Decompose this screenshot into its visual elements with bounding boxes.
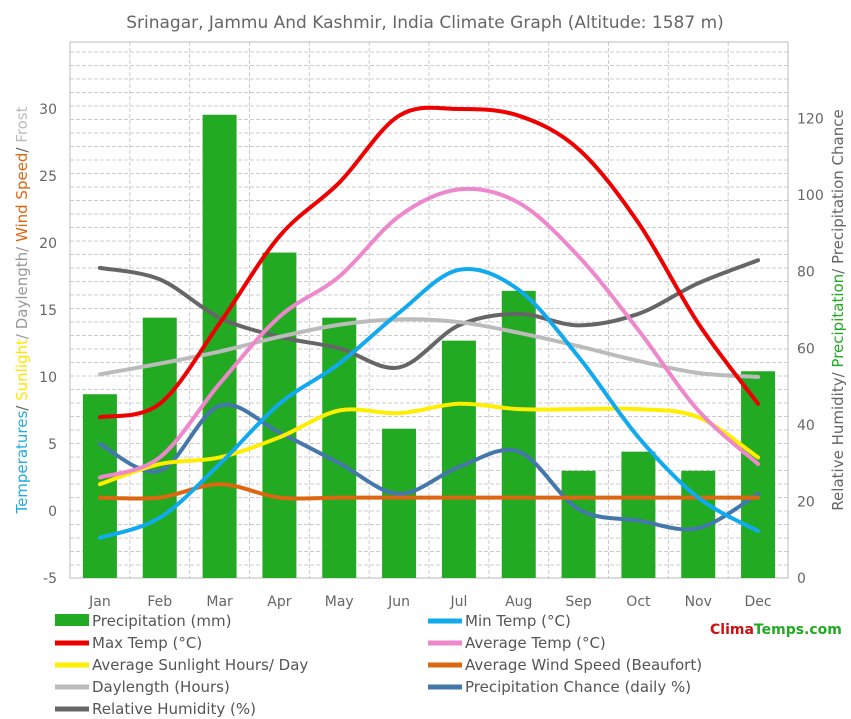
x-tick-label: Aug <box>505 594 532 610</box>
legend-label: Min Temp (°C) <box>465 612 571 630</box>
precipitation-bars <box>82 114 776 579</box>
series-line-average-wind-speed-beaufort <box>97 482 761 501</box>
x-tick-label: Nov <box>685 594 712 610</box>
left-axis-ticks: -5 0 5 10 15 20 25 30 <box>39 102 57 587</box>
plot-border <box>69 41 789 579</box>
left-axis-label: Temperatures/ Sunlight/ Daylength/ Wind … <box>13 106 31 514</box>
series-lines <box>97 105 761 540</box>
right-tick-label: 20 <box>797 494 815 510</box>
right-tick-label: 0 <box>797 571 806 587</box>
right-tick-label: 100 <box>797 188 824 204</box>
precipitation-bar <box>382 428 417 578</box>
left-tick-label: 10 <box>39 370 57 386</box>
legend-label: Daylength (Hours) <box>92 678 230 696</box>
right-axis-label: Relative Humidity/ Precipitation/ Precip… <box>829 109 847 510</box>
left-tick-label: 5 <box>48 437 57 453</box>
axis-label-part: / Daylength/ <box>13 242 31 339</box>
left-tick-label: 30 <box>39 102 57 118</box>
precipitation-bar <box>322 317 357 578</box>
axis-label-part: Precipitation <box>829 274 847 368</box>
precipitation-bar <box>441 340 476 578</box>
right-tick-label: 40 <box>797 418 815 434</box>
axis-label-part: / <box>13 401 31 411</box>
brand-logo: ClimaTemps.com <box>710 622 842 638</box>
right-tick-label: 60 <box>797 341 815 357</box>
series-line-min-temp-c <box>97 267 761 540</box>
precipitation-bar <box>501 290 536 578</box>
series-line-average-sunlight-hours-day <box>97 401 761 487</box>
x-tick-label: May <box>325 594 354 610</box>
left-tick-label: -5 <box>43 571 57 587</box>
precipitation-bar <box>561 470 596 578</box>
brand-part-1: Clima <box>710 622 754 638</box>
x-tick-label: Feb <box>147 594 172 610</box>
x-tick-label: Jun <box>387 594 410 610</box>
series-line-relative-humidity <box>97 258 761 370</box>
right-tick-label: 120 <box>797 112 824 128</box>
left-tick-label: 0 <box>48 504 57 520</box>
series-line-precipitation-chance-daily <box>97 402 761 532</box>
series-line-max-temp-c <box>97 105 761 420</box>
legend: Precipitation (mm) Max Temp (°C) Average S… <box>55 612 702 718</box>
axis-label-part: Relative Humidity <box>829 377 847 510</box>
x-tick-label: Dec <box>745 594 772 610</box>
axis-label-part: / <box>829 368 847 378</box>
axis-label-part: Wind Speed <box>13 153 31 243</box>
series-line-daylength-hours <box>97 317 761 379</box>
chart-title: Srinagar, Jammu And Kashmir, India Clima… <box>126 13 724 33</box>
x-tick-label: Apr <box>267 594 291 610</box>
axis-label-part: / <box>13 143 31 153</box>
x-tick-label: Mar <box>206 594 233 610</box>
brand-part-2: Temps.com <box>754 622 842 638</box>
x-tick-label: Sep <box>565 594 592 610</box>
legend-label: Average Sunlight Hours/ Day <box>92 656 308 674</box>
legend-label: Relative Humidity (%) <box>92 700 256 718</box>
precipitation-bar <box>621 451 656 578</box>
x-tick-label: Jan <box>88 594 111 610</box>
right-tick-label: 80 <box>797 265 815 281</box>
legend-label: Max Temp (°C) <box>92 634 202 652</box>
legend-label: Precipitation (mm) <box>92 612 231 630</box>
legend-label: Average Temp (°C) <box>465 634 606 652</box>
axis-label-part: Frost <box>13 106 31 142</box>
x-axis-ticks: Jan Feb Mar Apr May Jun Jul Aug Sep Oct Nov Dec <box>88 594 772 610</box>
precipitation-bar <box>202 114 237 578</box>
legend-label: Average Wind Speed (Beaufort) <box>465 656 702 674</box>
axis-label-part: Sunlight <box>13 339 31 401</box>
series-line-average-temp-c <box>97 186 761 480</box>
right-axis-ticks: 0 20 40 60 80 100 120 <box>797 112 824 587</box>
x-tick-label: Oct <box>626 594 651 610</box>
svg-text:ClimaTemps.com: ClimaTemps.com <box>710 622 842 638</box>
axis-label-part: Temperatures <box>13 411 31 515</box>
axis-label-part: / Precipitation Chance <box>829 109 847 274</box>
legend-label: Precipitation Chance (daily %) <box>465 678 691 696</box>
left-tick-label: 15 <box>39 303 57 319</box>
legend-swatch <box>55 614 89 626</box>
left-tick-label: 20 <box>39 236 57 252</box>
left-tick-label: 25 <box>39 169 57 185</box>
x-tick-label: Jul <box>449 594 467 610</box>
